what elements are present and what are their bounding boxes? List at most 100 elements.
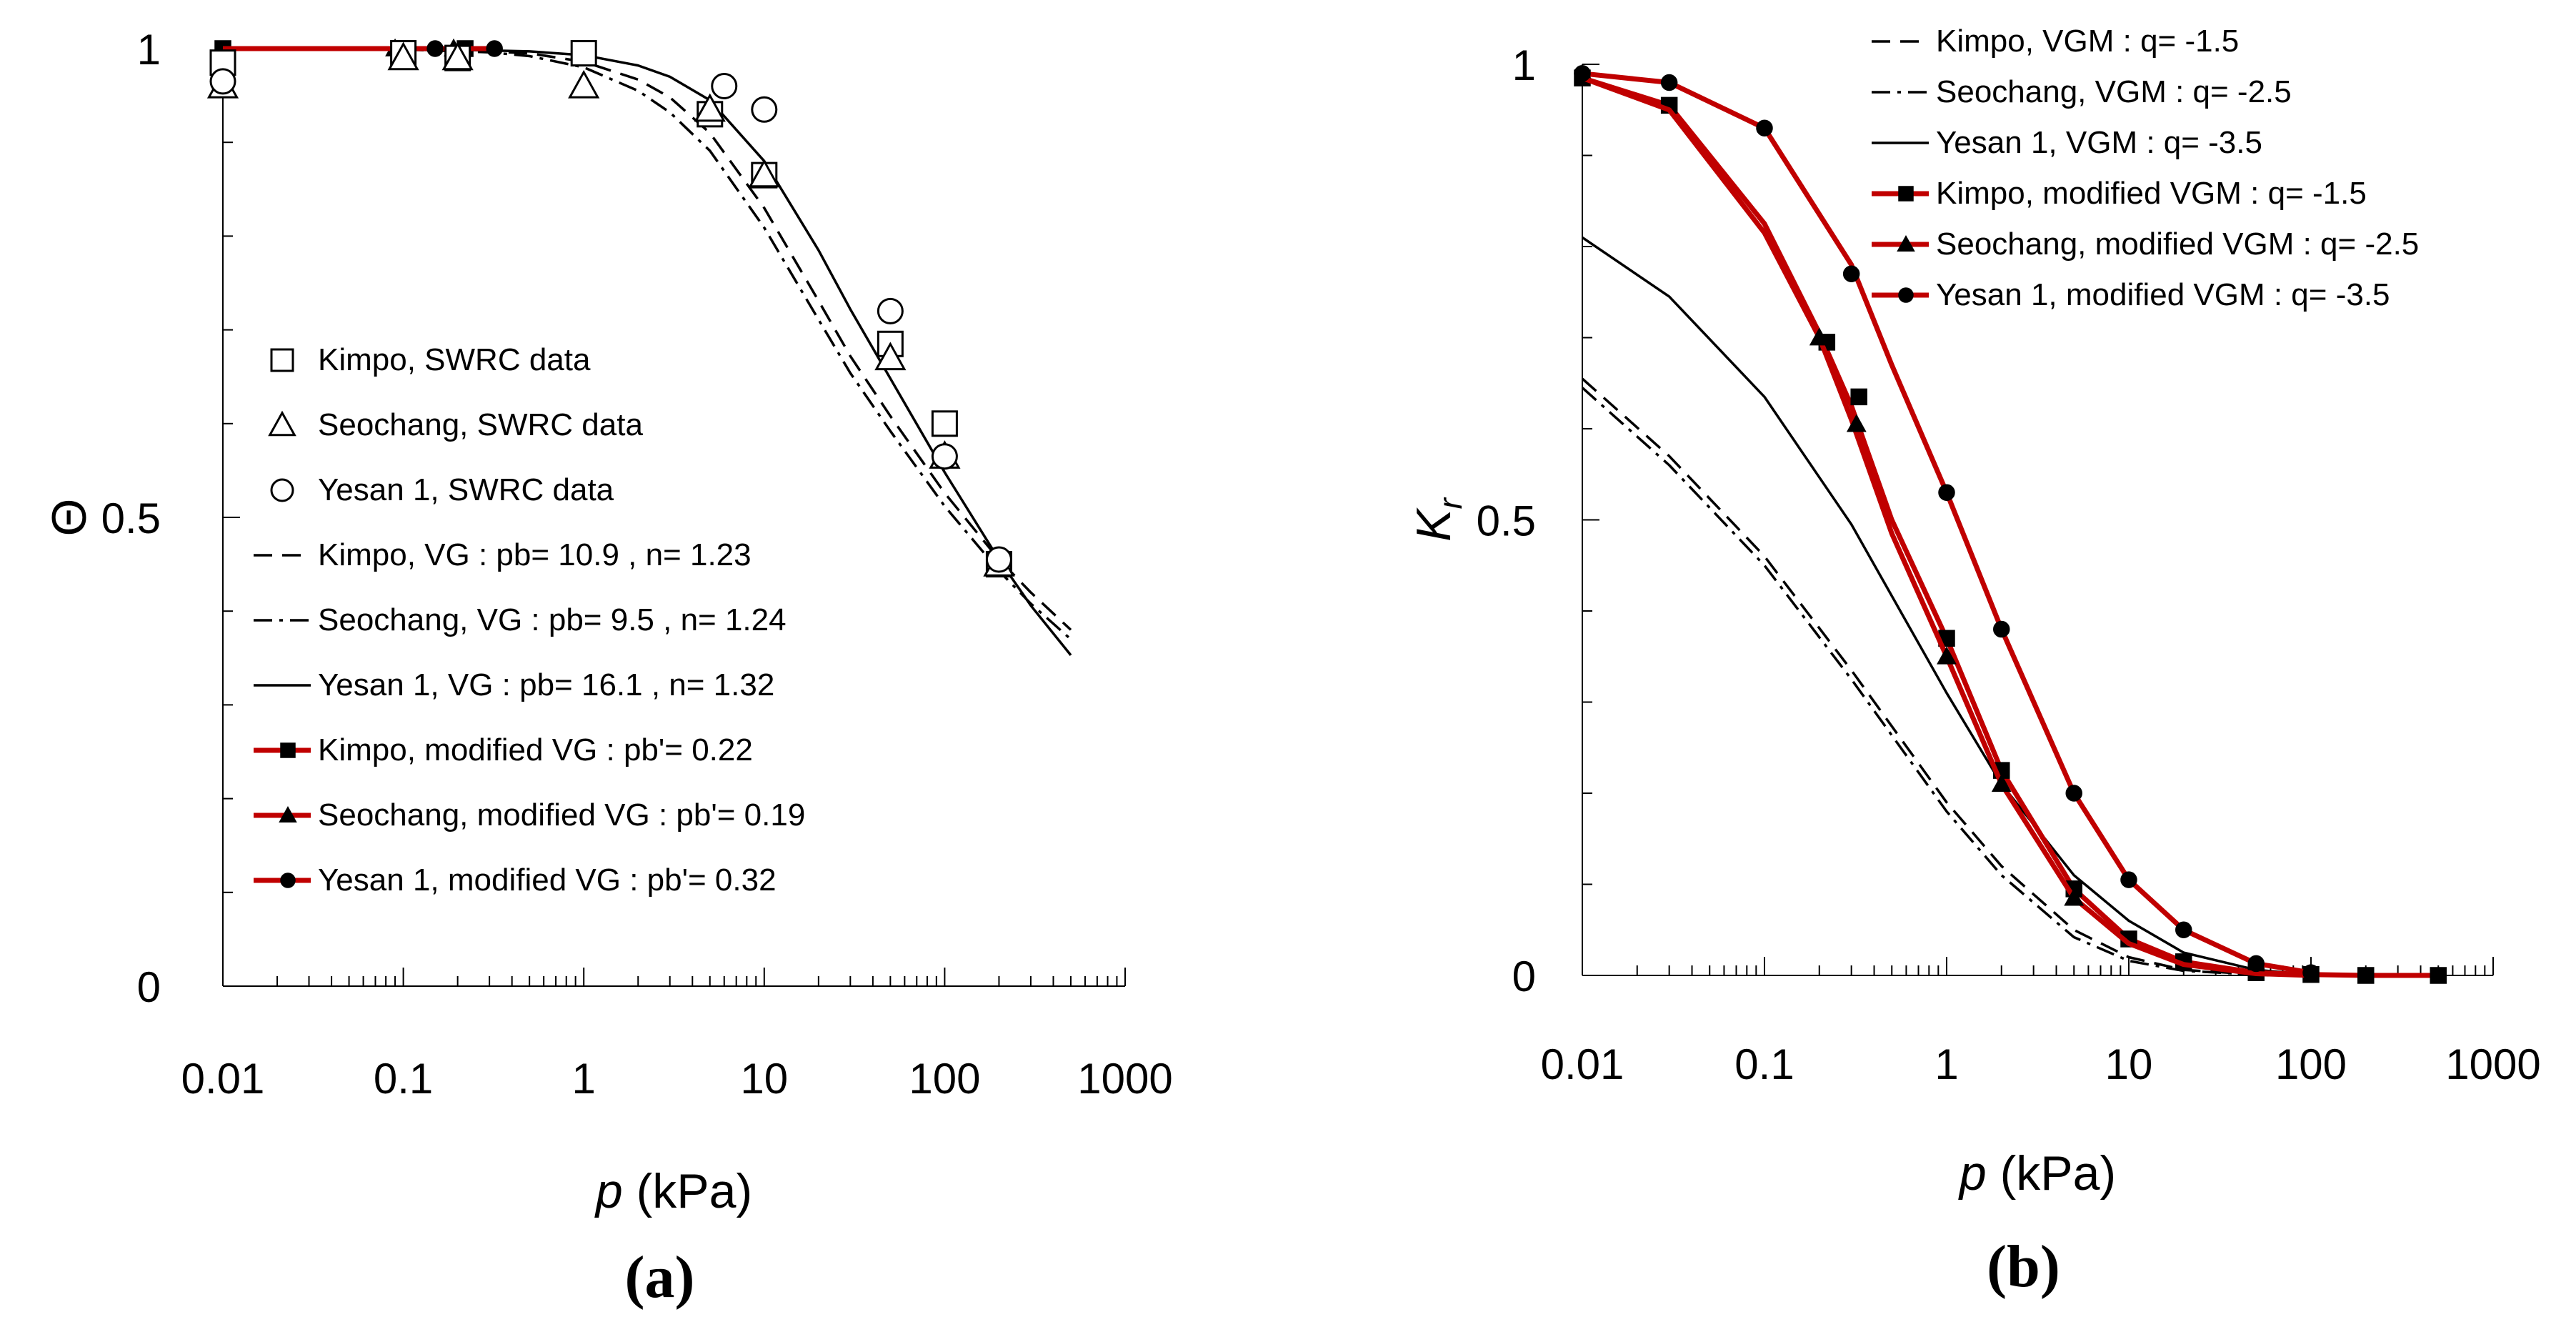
y-axis-label: Kr xyxy=(1407,497,1469,541)
data-point xyxy=(441,41,474,71)
series-marker xyxy=(2302,964,2320,981)
panel-label: (a) xyxy=(625,1244,695,1311)
legend-entry-label: Seochang, modified VG : pb'= 0.19 xyxy=(318,797,805,833)
legend-entry-label: Kimpo, modified VGM : q= -1.5 xyxy=(1936,176,2367,211)
series-marker xyxy=(1993,620,2010,638)
series-marker xyxy=(486,40,503,57)
legend-entry-label: Kimpo, modified VG : pb'= 0.22 xyxy=(318,732,753,767)
legend-entry-label: Yesan 1, VGM : q= -3.5 xyxy=(1936,125,2262,160)
series-marker xyxy=(1842,265,1860,282)
legend-entry-label: Seochang, VGM : q= -2.5 xyxy=(1936,74,2292,109)
legend-entry-label: Kimpo, VGM : q= -1.5 xyxy=(1936,24,2239,59)
series-line xyxy=(222,47,1072,640)
y-axis-label-var: Θ xyxy=(42,499,96,537)
series-marker xyxy=(2120,871,2137,888)
legend: Kimpo, SWRC data Seochang, SWRC data Yesan… xyxy=(254,342,805,898)
data-point xyxy=(568,69,600,99)
x-tick-label: 0.01 xyxy=(181,1055,265,1103)
x-tick-label: 1 xyxy=(572,1055,596,1103)
data-point xyxy=(874,342,907,371)
legend-entry-label: Yesan 1, SWRC data xyxy=(318,472,614,507)
x-tick-label: 1 xyxy=(1935,1040,1958,1088)
legend-marker xyxy=(1898,186,1914,202)
series-line xyxy=(1581,387,2312,977)
legend-entry-label: Kimpo, SWRC data xyxy=(318,342,591,377)
legend-marker xyxy=(279,805,297,822)
x-axis-label: p (kPa) xyxy=(1958,1146,2116,1201)
series-marker xyxy=(1991,774,2012,792)
y-tick-label: 0 xyxy=(137,963,161,1011)
data-point xyxy=(751,96,778,123)
data-point xyxy=(387,41,419,71)
legend-entry-label: Yesan 1, VG : pb= 16.1 , n= 1.32 xyxy=(318,667,774,702)
data-point xyxy=(711,72,738,99)
data-point xyxy=(877,297,904,324)
legend-marker xyxy=(268,410,296,437)
chart-panel-a: 0.01 0.1 1 10 100 1000 0 0.5 1 p (kPa) Θ (a) Kimpo, … xyxy=(42,26,1173,1311)
chart-panel-b: 0.01 0.1 1 10 100 1000 0 0.5 1 p (kPa) Kr (b) Kimpo,… xyxy=(1407,24,2541,1300)
legend-entry-label: Yesan 1, modified VGM : q= -3.5 xyxy=(1936,277,2390,312)
data-point xyxy=(931,410,958,437)
series-marker xyxy=(2247,955,2265,973)
y-tick-label: 0.5 xyxy=(101,494,161,542)
x-axis-label: p (kPa) xyxy=(594,1164,752,1218)
legend-entry-label: Kimpo, VG : pb= 10.9 , n= 1.23 xyxy=(318,537,752,572)
series-marker xyxy=(1846,414,1867,432)
legend-marker xyxy=(280,873,296,888)
legend-marker xyxy=(1897,234,1915,252)
series-line xyxy=(223,47,1072,656)
data-point xyxy=(209,68,236,95)
x-tick-label: 0.01 xyxy=(1541,1040,1624,1088)
x-axis-label-var: p xyxy=(594,1164,623,1218)
series-marker xyxy=(2065,785,2082,802)
legend-entry-label: Seochang, SWRC data xyxy=(318,407,643,442)
legend-entry-label: Seochang, VG : pb= 9.5 , n= 1.24 xyxy=(318,602,787,637)
series-marker xyxy=(1937,646,1957,665)
legend-marker xyxy=(270,348,294,372)
x-tick-label: 10 xyxy=(740,1055,788,1103)
data-point xyxy=(570,40,597,67)
series-marker xyxy=(426,40,444,57)
series-marker xyxy=(1809,327,1829,346)
legend: Kimpo, VGM : q= -1.5 Seochang, VGM : q= -… xyxy=(1872,24,2419,312)
legend-entry-label: Yesan 1, modified VG : pb'= 0.32 xyxy=(318,863,777,898)
panel-label: (b) xyxy=(1987,1233,2060,1300)
x-tick-label: 0.1 xyxy=(1734,1040,1794,1088)
x-tick-label: 100 xyxy=(909,1055,980,1103)
x-tick-label: 100 xyxy=(2275,1040,2347,1088)
y-tick-label: 0 xyxy=(1512,953,1536,1000)
x-axis-label-unit: (kPa) xyxy=(623,1164,752,1218)
series-marker xyxy=(1574,65,1591,82)
series-marker xyxy=(2430,967,2447,984)
y-axis-label: Θ xyxy=(42,499,96,537)
series-line xyxy=(1582,236,2312,976)
series-marker xyxy=(2064,888,2085,906)
data-point xyxy=(985,546,1012,573)
series-line xyxy=(222,47,1072,631)
data-point xyxy=(694,93,726,122)
y-axis-label-var: K xyxy=(1407,507,1461,542)
series-marker xyxy=(1850,388,1867,406)
x-tick-label: 0.1 xyxy=(374,1055,433,1103)
y-tick-label: 0.5 xyxy=(1477,497,1536,545)
y-tick-label: 1 xyxy=(1512,41,1536,89)
series-marker xyxy=(1938,484,1955,501)
data-point xyxy=(931,443,958,470)
legend-entry-label: Seochang, modified VGM : q= -2.5 xyxy=(1936,227,2419,262)
series-marker xyxy=(1756,119,1773,136)
legend-marker xyxy=(270,478,294,502)
x-axis-label-unit: (kPa) xyxy=(1987,1146,2116,1201)
series-marker xyxy=(2357,967,2375,984)
x-tick-label: 10 xyxy=(2105,1040,2153,1088)
x-tick-label: 1000 xyxy=(2445,1040,2540,1088)
series-line xyxy=(1581,75,2439,978)
series-line xyxy=(1582,71,2312,975)
legend-marker xyxy=(280,742,296,758)
x-axis-label-var: p xyxy=(1958,1146,1987,1201)
y-axis-label-sub: r xyxy=(1432,497,1469,509)
y-tick-label: 1 xyxy=(137,26,161,74)
x-tick-label: 1000 xyxy=(1077,1055,1172,1103)
data-point xyxy=(748,159,780,188)
series-line xyxy=(1581,75,2312,978)
